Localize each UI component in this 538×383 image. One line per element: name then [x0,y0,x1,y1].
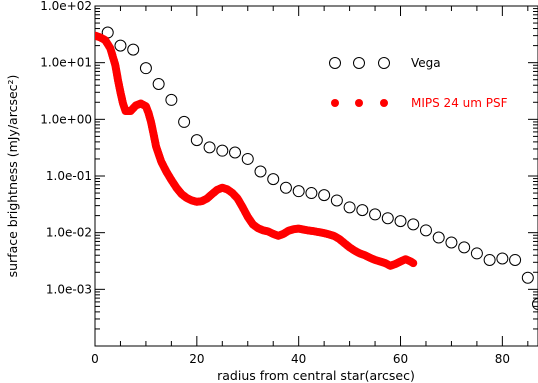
vega-point [432,231,445,244]
vega-point [165,93,178,106]
vega-point [521,271,534,284]
x-axis-title: radius from central star(arcsec) [217,368,415,383]
legend-psf-marker [380,99,388,107]
vega-point [229,146,242,159]
legend-vega-marker [378,57,390,69]
x-tick-label: 60 [393,352,408,366]
series-vega [101,26,538,311]
x-tick-label: 20 [189,352,204,366]
psf-point [409,259,418,268]
y-tick-label: 1.0e+01 [40,56,92,70]
vega-point [178,115,191,128]
vega-point [343,201,356,214]
y-tick-label: 1.0e+02 [40,0,92,13]
x-axis: 0 20 40 60 80 [91,6,529,366]
vega-point [190,134,203,147]
x-tick-label: 40 [291,352,306,366]
vega-point [216,144,229,157]
y-tick-label: 1.0e-03 [46,282,92,296]
x-tick-label: 0 [91,352,99,366]
y-tick-label: 1.0e-02 [46,226,92,240]
vega-point [203,141,216,154]
legend-vega-markers [329,57,390,69]
legend-vega-marker [353,57,365,69]
legend-psf-markers [331,99,388,107]
vega-point [532,298,538,311]
vega-point [458,241,471,254]
vega-point [445,236,458,249]
legend-vega-marker [329,57,341,69]
y-tick-label: 1.0e+00 [40,112,92,126]
x-tick-label: 80 [495,352,510,366]
series-mips-psf [95,31,418,270]
legend-psf-marker [355,99,363,107]
vega-point [407,218,420,231]
vega-point [254,165,267,178]
vega-point [127,43,140,56]
vega-point [279,181,292,194]
vega-point [292,185,305,198]
vega-point [470,247,483,260]
vega-point [318,189,331,202]
vega-point [330,194,343,207]
vega-point [114,39,127,52]
legend-vega-label: Vega [411,56,441,70]
vega-point [369,208,382,221]
vega-point [356,204,369,217]
vega-point [305,187,318,200]
plot-frame [94,5,538,347]
vega-point [241,152,254,165]
vega-point [152,78,165,91]
y-axis-title: surface brightness (mJy/arcsec²) [5,75,20,278]
vega-point [419,224,432,237]
y-axis: 1.0e+02 1.0e+01 1.0e+00 1.0e-01 1.0e-02 1.0e-… [40,0,538,330]
legend-psf-label: MIPS 24 um PSF [411,96,508,110]
vega-point [509,253,522,266]
vega-point [267,173,280,186]
legend-psf-marker [331,99,339,107]
legend: Vega MIPS 24 um PSF [329,56,508,110]
vega-point [483,253,496,266]
vega-point [496,252,509,265]
y-tick-label: 1.0e-01 [46,169,92,183]
vega-point [381,212,394,225]
vega-point [394,215,407,228]
vega-point [139,62,152,75]
